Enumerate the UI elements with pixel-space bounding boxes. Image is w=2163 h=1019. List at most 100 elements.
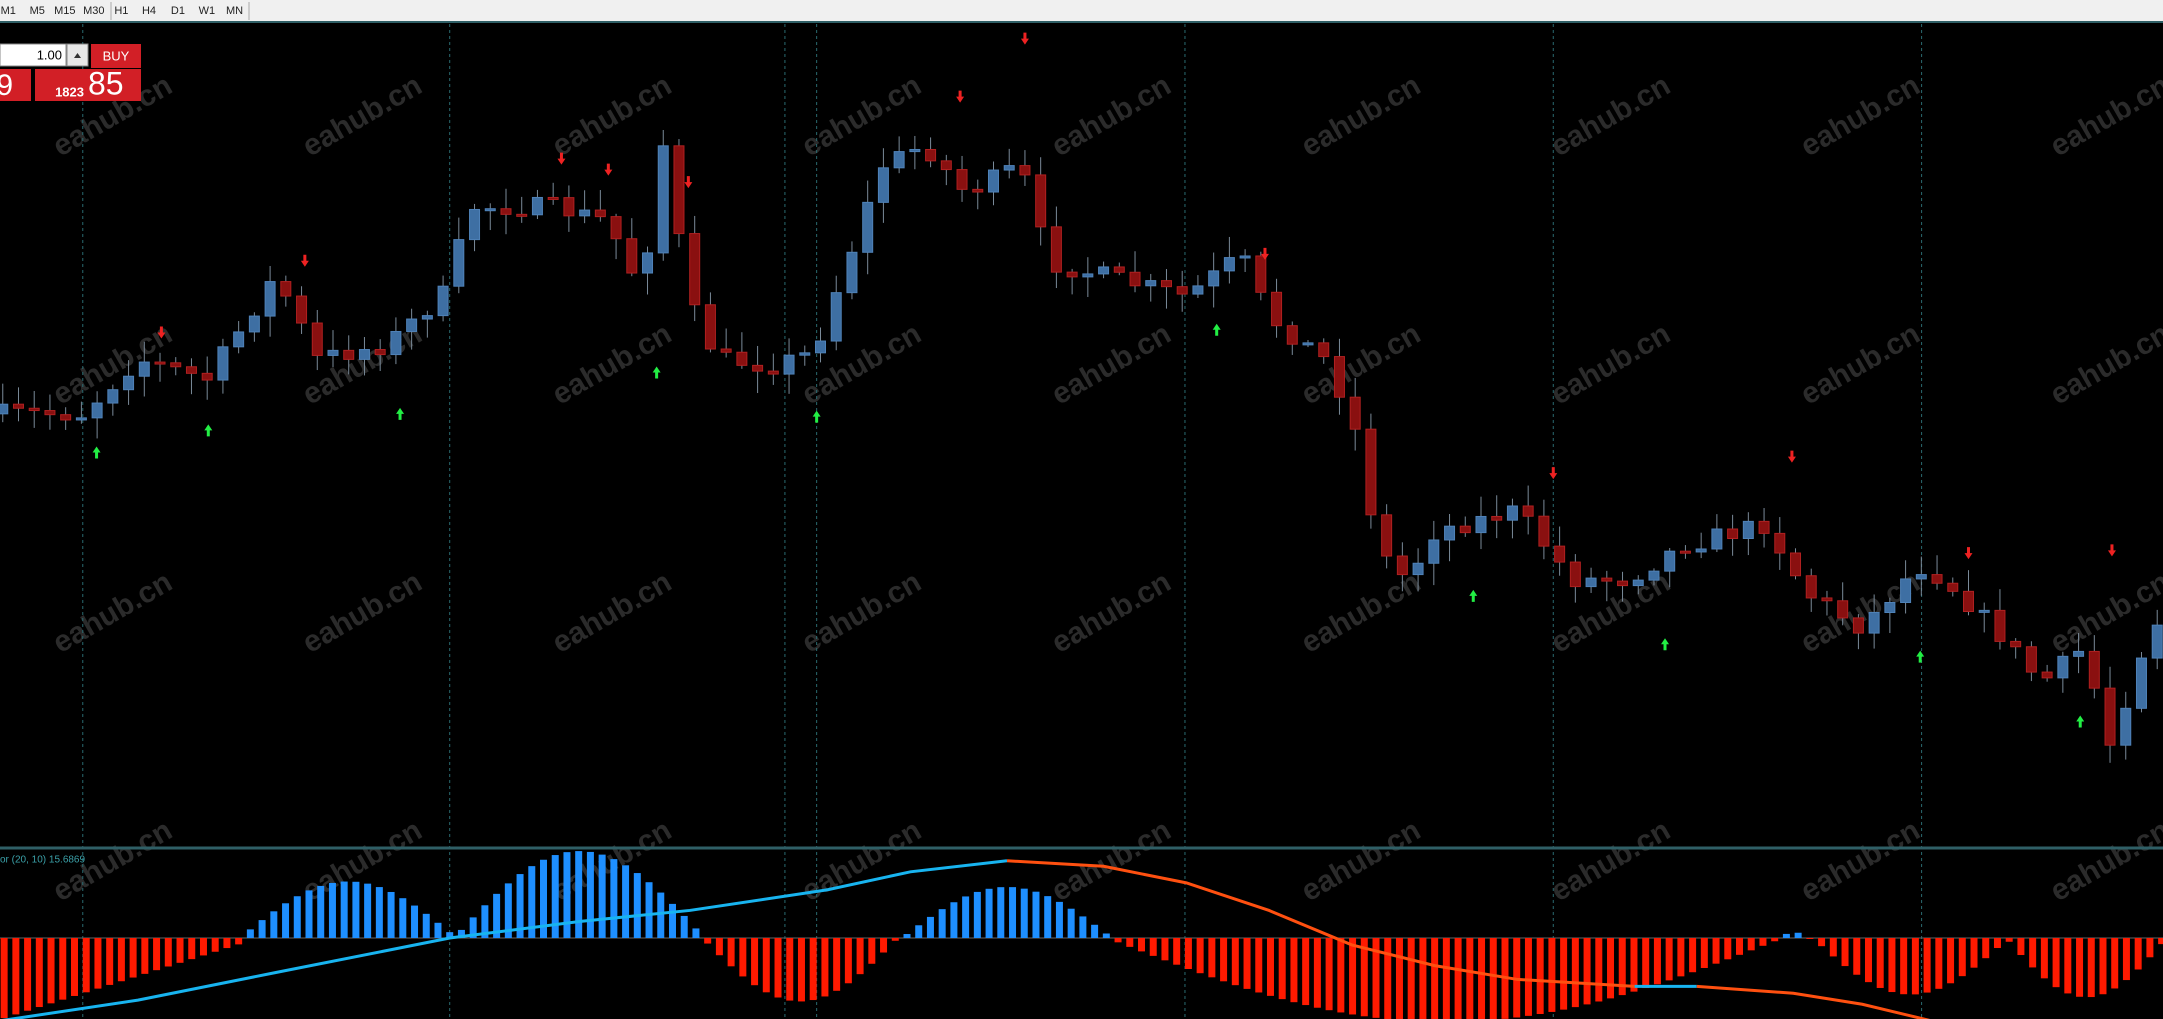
one-click-trading: 1.00 BUY 9 1823 85 xyxy=(0,43,141,102)
sell-arrow xyxy=(604,163,613,176)
histogram-bar-up xyxy=(375,887,383,938)
sell-price-box[interactable] xyxy=(0,69,31,101)
histogram-bar-down xyxy=(188,938,196,960)
candle-body xyxy=(1711,528,1723,550)
histogram-bar-up xyxy=(1032,891,1040,938)
histogram-bar-down xyxy=(1524,938,1532,1016)
histogram-bar-down xyxy=(1642,938,1650,989)
histogram-bar-up xyxy=(563,852,571,938)
histogram-bar-down xyxy=(1126,938,1134,947)
sell-arrow xyxy=(1549,467,1558,480)
histogram-bar-up xyxy=(399,898,407,938)
histogram-bar-down xyxy=(1958,938,1966,977)
candle-body xyxy=(1145,280,1157,287)
candle-body xyxy=(1428,539,1440,564)
histogram-bar-down xyxy=(1419,938,1427,1019)
histogram-bar-down xyxy=(1724,938,1732,960)
candle-body xyxy=(217,346,229,381)
histogram-bar-down xyxy=(24,938,32,1011)
histogram-bar-down xyxy=(727,938,735,967)
candle-body xyxy=(1554,545,1566,563)
candle-body xyxy=(1019,165,1031,176)
histogram-bar-down xyxy=(1595,938,1603,1002)
candle-body xyxy=(75,417,87,421)
candle-body xyxy=(406,318,418,332)
histogram-bar-up xyxy=(481,905,489,938)
lot-input[interactable] xyxy=(0,43,67,67)
candle-body xyxy=(846,251,858,294)
histogram-bar-up xyxy=(962,896,970,938)
timeframe-button[interactable]: M30 xyxy=(83,5,104,17)
histogram-bar-up xyxy=(1055,901,1063,938)
signal-line xyxy=(1006,859,1635,988)
lot-value: 1.00 xyxy=(37,47,62,62)
histogram-bar-down xyxy=(1114,938,1122,943)
histogram-bar-down xyxy=(2005,938,2013,942)
candle-body xyxy=(1255,255,1267,293)
histogram-bar-down xyxy=(59,938,67,1000)
candle-body xyxy=(610,216,622,240)
timeframe-button[interactable]: M5 xyxy=(30,5,45,17)
candle-body xyxy=(893,151,905,169)
histogram-bar-down xyxy=(1290,938,1298,1003)
timeframe-button[interactable]: M15 xyxy=(54,5,75,17)
histogram-bar-down xyxy=(1900,938,1908,995)
histogram-bar-up xyxy=(915,925,923,938)
histogram-bar-down xyxy=(1220,938,1228,982)
histogram-bar-up xyxy=(973,891,981,938)
candle-body xyxy=(1192,285,1204,295)
signal-line xyxy=(1696,984,1931,1019)
candle-body xyxy=(1066,271,1078,278)
histogram-bar-down xyxy=(211,938,219,952)
histogram-bar-down xyxy=(1759,938,1767,946)
candle-body xyxy=(264,281,276,317)
candle-body xyxy=(1538,515,1550,547)
histogram-bar-down xyxy=(1583,938,1591,1005)
timeframe-button[interactable]: H4 xyxy=(142,5,156,17)
histogram-bar-down xyxy=(0,938,8,1019)
timeframe-button[interactable]: W1 xyxy=(199,5,216,17)
histogram-bar-up xyxy=(1044,896,1052,938)
buy-price-big: 85 xyxy=(88,65,124,101)
candle-body xyxy=(1365,428,1377,516)
histogram-bar-down xyxy=(1700,938,1708,968)
candle-body xyxy=(28,407,40,412)
histogram-bar-up xyxy=(504,883,512,938)
candle-body xyxy=(1758,520,1770,534)
histogram-bar-down xyxy=(1489,938,1497,1019)
histogram-bar-down xyxy=(199,938,207,956)
histogram-bar-down xyxy=(1536,938,1544,1015)
candle-body xyxy=(123,375,135,391)
histogram-bar-down xyxy=(1864,938,1872,983)
histogram-bar-down xyxy=(1243,938,1251,989)
histogram-bar-down xyxy=(774,938,782,998)
candle-body xyxy=(862,201,874,253)
histogram-bar-down xyxy=(786,938,794,1001)
candle-body xyxy=(1790,552,1802,577)
candle-body xyxy=(972,188,984,193)
candle-body xyxy=(1035,174,1047,228)
histogram-bar-up xyxy=(270,911,278,938)
histogram-bar-down xyxy=(821,938,829,997)
candle-body xyxy=(280,281,292,297)
buy-price-box[interactable] xyxy=(35,69,141,101)
timeframe-button[interactable]: M1 xyxy=(1,5,16,17)
candle-body xyxy=(500,208,512,215)
signal-line xyxy=(1,859,1008,1019)
histogram-bar-down xyxy=(1736,938,1744,955)
candle-body xyxy=(12,403,24,409)
histogram-bar-up xyxy=(340,881,348,938)
histogram-bar-down xyxy=(868,938,876,964)
timeframe-button[interactable]: D1 xyxy=(171,5,185,17)
buy-arrow xyxy=(652,366,661,379)
timeframe-button[interactable]: H1 xyxy=(114,5,128,17)
histogram-bar-down xyxy=(1513,938,1521,1018)
candle-body xyxy=(1601,577,1613,582)
timeframe-button[interactable]: MN xyxy=(226,5,243,17)
candle-body xyxy=(374,349,386,356)
histogram-bar-up xyxy=(551,855,559,938)
buy-arrow xyxy=(1661,638,1670,651)
candle-body xyxy=(1208,270,1220,287)
histogram-bar-down xyxy=(1607,938,1615,999)
buy-button[interactable] xyxy=(91,44,141,68)
